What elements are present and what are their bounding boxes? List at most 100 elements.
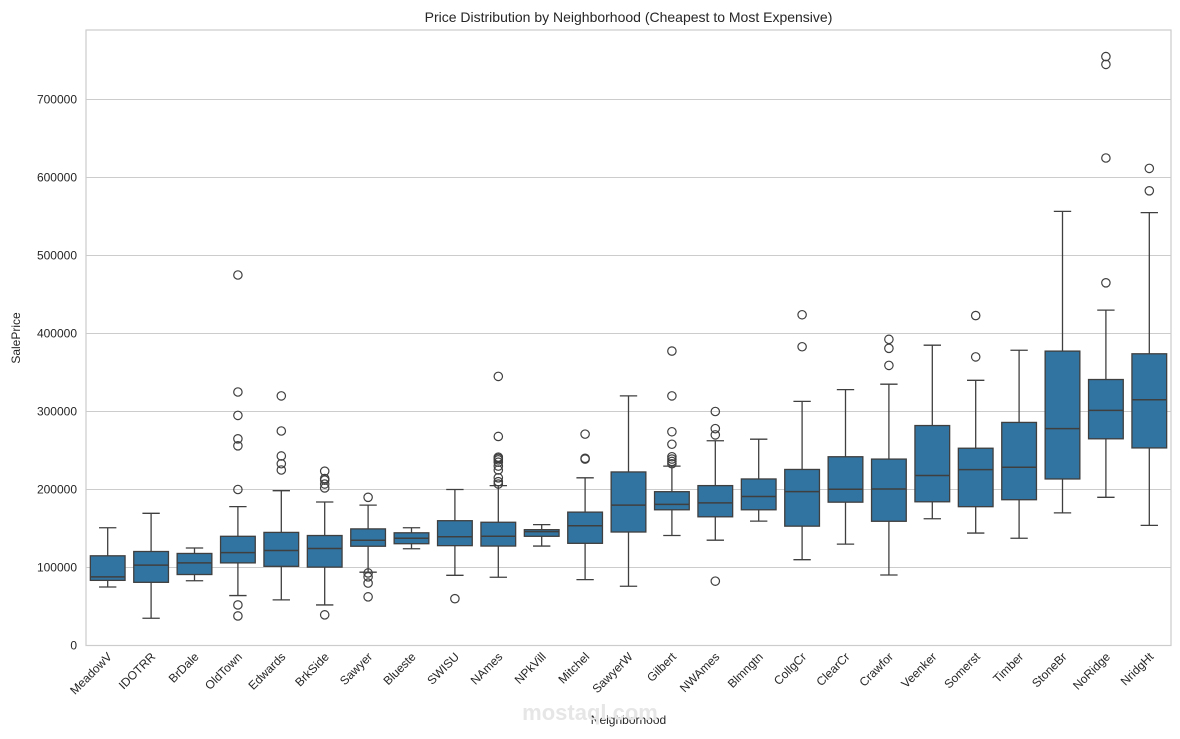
watermark: mostaql.com xyxy=(522,700,658,725)
x-tick-label: Blmngtn xyxy=(725,650,766,691)
box-NAmes xyxy=(480,371,517,578)
outlier-point xyxy=(233,441,243,451)
y-axis-label: SalePrice xyxy=(9,312,23,364)
x-tick-label: Mitchel xyxy=(555,650,592,687)
outlier-point xyxy=(233,484,243,495)
box-OldTown xyxy=(219,270,256,621)
outlier-point xyxy=(233,611,243,621)
y-tick-label: 300000 xyxy=(37,405,77,419)
outlier-point xyxy=(667,439,677,450)
x-tick-label: BrDale xyxy=(166,649,202,685)
box-Edwards xyxy=(263,391,300,601)
chart-title: Price Distribution by Neighborhood (Chea… xyxy=(425,9,833,25)
x-tick-label: Crawfor xyxy=(856,650,896,690)
outlier-point xyxy=(233,270,243,280)
y-tick-label: 700000 xyxy=(37,93,77,107)
x-tick-label: NPkVill xyxy=(512,650,549,687)
outlier-point xyxy=(710,430,721,440)
outlier-point xyxy=(797,309,807,320)
outlier-point xyxy=(276,458,287,469)
outlier-point xyxy=(1101,51,1111,62)
y-tick-label: 600000 xyxy=(37,171,77,185)
x-tick-label: Edwards xyxy=(246,650,289,693)
outlier-point xyxy=(363,578,373,588)
outlier-point xyxy=(1144,186,1155,196)
x-tick-label: Somerst xyxy=(941,649,983,691)
box-StoneBr xyxy=(1044,210,1081,514)
outlier-point xyxy=(884,343,894,354)
outlier-point xyxy=(276,451,287,461)
x-tick-label: ClearCr xyxy=(813,650,852,689)
y-tick-labels: 0 100000 200000 300000 400000 500000 600000 700… xyxy=(37,93,77,653)
box-Crawfor xyxy=(870,334,907,576)
y-tick-label: 100000 xyxy=(37,561,77,575)
box-BrDale xyxy=(176,547,213,582)
iqr-box xyxy=(219,535,256,564)
iqr-box xyxy=(306,534,343,568)
x-tick-label: NoRidge xyxy=(1070,649,1113,692)
outlier-point xyxy=(493,431,504,442)
x-tick-label: Veenker xyxy=(898,650,939,691)
box-NPkVill xyxy=(523,523,560,547)
outlier-point xyxy=(493,452,504,462)
outlier-point xyxy=(493,479,504,489)
outlier-point xyxy=(363,572,373,582)
outlier-point xyxy=(363,592,373,602)
outlier-point xyxy=(1144,163,1155,174)
outlier-point xyxy=(1101,153,1111,163)
x-tick-label: IDOTRR xyxy=(116,649,159,692)
outlier-point xyxy=(450,593,460,604)
outlier-point xyxy=(233,410,243,421)
outlier-point xyxy=(970,352,981,362)
y-tick-label: 200000 xyxy=(37,483,77,497)
outlier-point xyxy=(710,576,721,586)
iqr-box xyxy=(914,424,951,503)
x-tick-label: SWISU xyxy=(424,650,462,688)
outlier-point xyxy=(970,310,981,321)
iqr-box xyxy=(133,550,170,583)
x-axis-label: Neighborhood xyxy=(591,713,666,727)
box-Blmngtn xyxy=(740,438,777,522)
iqr-box xyxy=(350,528,387,547)
box-MeadowV xyxy=(89,527,126,588)
x-tick-label: NridgHt xyxy=(1118,649,1157,688)
x-tick-label: SawyerW xyxy=(589,649,636,696)
iqr-box xyxy=(740,478,777,511)
box-Gilbert xyxy=(653,346,690,537)
outlier-point xyxy=(797,341,807,352)
box-NWAmes xyxy=(697,406,734,586)
iqr-box xyxy=(697,484,734,518)
outlier-point xyxy=(319,483,330,493)
iqr-box xyxy=(653,491,690,511)
iqr-box xyxy=(784,468,821,527)
iqr-box xyxy=(1001,421,1038,501)
outlier-point xyxy=(710,423,721,434)
y-tick-label: 400000 xyxy=(37,327,77,341)
x-tick-label: NAmes xyxy=(468,650,506,688)
x-tick-labels: MeadowV IDOTRR BrDale OldTown Edwards BrkSide… xyxy=(67,649,1157,697)
iqr-box xyxy=(523,529,560,537)
boxes xyxy=(89,51,1168,621)
iqr-box xyxy=(176,552,213,576)
outlier-point xyxy=(493,465,504,475)
iqr-box xyxy=(1131,353,1168,449)
outlier-point xyxy=(580,429,590,439)
outlier-point xyxy=(710,406,721,417)
iqr-box xyxy=(870,458,907,522)
box-SWISU xyxy=(436,488,473,604)
x-tick-label: Blueste xyxy=(380,649,418,687)
iqr-box xyxy=(567,511,604,544)
outlier-point xyxy=(493,371,504,382)
box-Timber xyxy=(1001,349,1038,539)
box-Veenker xyxy=(914,344,951,520)
outlier-point xyxy=(580,453,590,464)
outlier-point xyxy=(276,465,287,475)
iqr-box xyxy=(436,520,473,547)
box-Somerst xyxy=(957,310,994,534)
box-NridgHt xyxy=(1131,163,1168,527)
outlier-point xyxy=(667,458,677,469)
outlier-point xyxy=(319,610,330,620)
outlier-point xyxy=(493,472,504,483)
x-tick-label: MeadowV xyxy=(67,650,115,698)
